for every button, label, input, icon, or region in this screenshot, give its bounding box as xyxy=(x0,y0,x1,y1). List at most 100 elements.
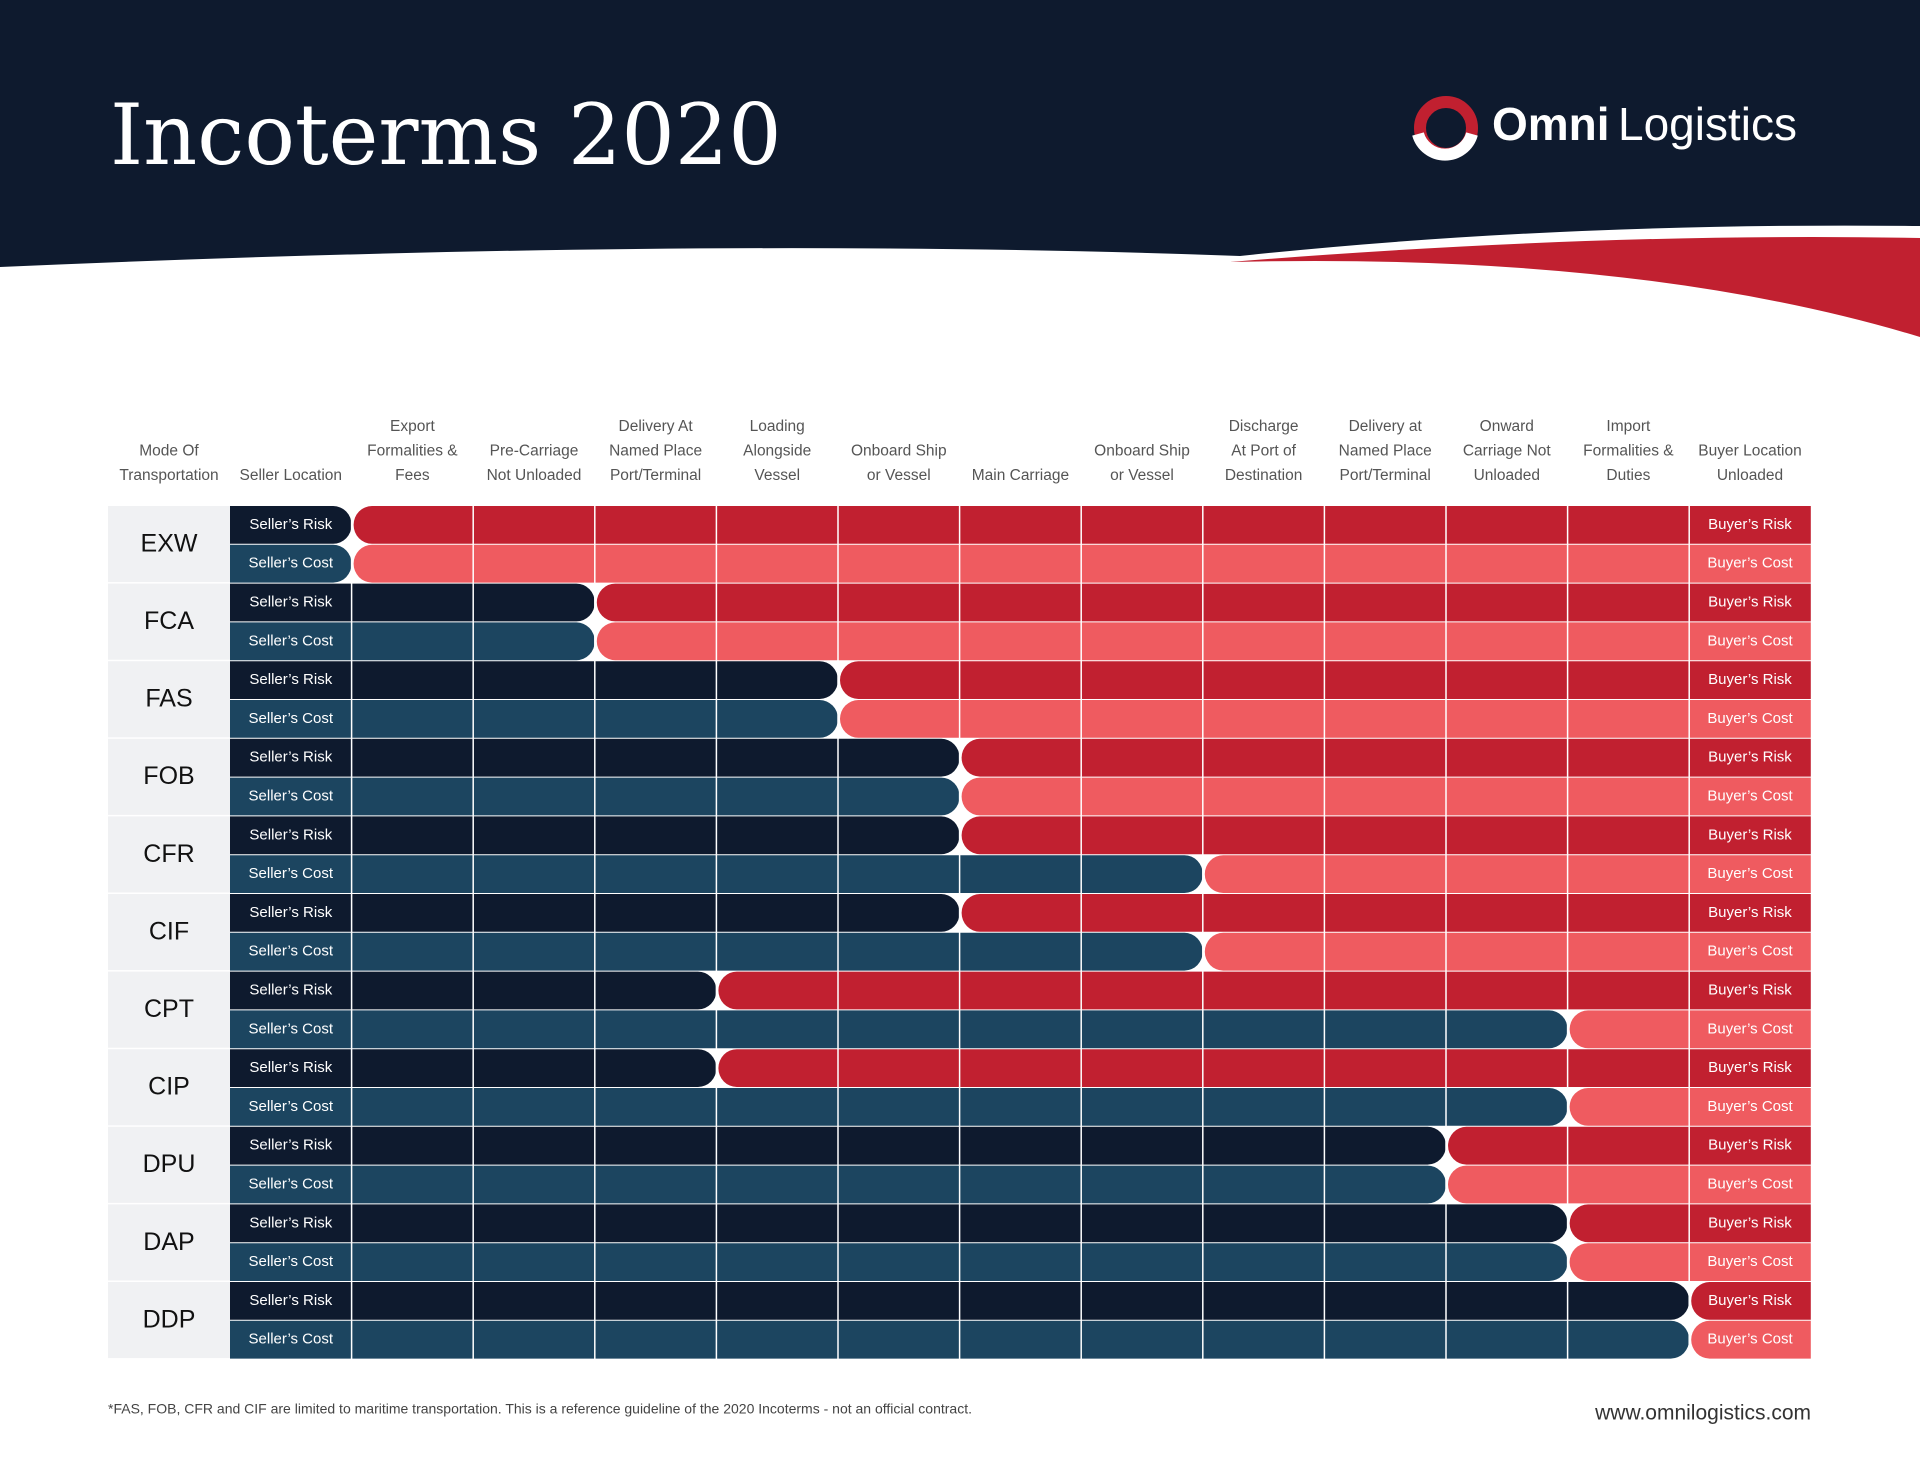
buyer-bar xyxy=(961,816,1811,855)
buyer-bar xyxy=(961,777,1811,816)
column-header: Named Place xyxy=(609,443,702,460)
seller-bar xyxy=(230,544,352,583)
column-header: Alongside xyxy=(743,443,811,460)
seller-label: Seller’s Risk xyxy=(249,593,332,610)
buyer-label: Buyer’s Risk xyxy=(1708,904,1792,921)
term: CIP xyxy=(148,1073,190,1101)
buyer-bar xyxy=(353,544,1811,583)
buyer-bar xyxy=(1569,1088,1811,1126)
buyer-bar xyxy=(353,506,1811,544)
table: Mode Of Transportation Seller Location Expo… xyxy=(108,418,1811,1360)
column-header: Not Unloaded xyxy=(487,467,582,484)
column-header: Port/Terminal xyxy=(1340,467,1431,484)
term-cell xyxy=(108,661,230,738)
term: CFR xyxy=(143,840,194,868)
column-header: Formalities & xyxy=(1583,443,1674,460)
buyer-bar xyxy=(1448,1165,1811,1204)
red-swoosh xyxy=(1230,237,1920,337)
term-cell xyxy=(108,506,230,583)
buyer-label: Buyer’s Risk xyxy=(1708,981,1792,998)
term-cell xyxy=(108,738,230,815)
buyer-label: Buyer’s Cost xyxy=(1707,943,1793,960)
column-header: Export xyxy=(390,418,435,435)
seller-label: Seller’s Cost xyxy=(249,632,334,649)
buyer-label: Buyer’s Risk xyxy=(1708,593,1792,610)
term-cell xyxy=(108,971,230,1048)
header-band xyxy=(0,0,1920,267)
seller-bar xyxy=(230,1204,1568,1243)
seller-label: Seller’s Cost xyxy=(249,1253,334,1270)
column-header: Vessel xyxy=(754,467,800,484)
buyer-label: Buyer’s Risk xyxy=(1708,1292,1792,1309)
seller-label: Seller’s Cost xyxy=(249,1098,334,1115)
seller-label: Seller’s Risk xyxy=(249,826,332,843)
term-cell xyxy=(108,1126,230,1203)
logo-bold: Omni xyxy=(1492,98,1610,150)
seller-bar xyxy=(230,1010,1568,1049)
buyer-bar xyxy=(961,894,1811,932)
buyer-bar xyxy=(1691,1320,1811,1359)
seller-label: Seller’s Cost xyxy=(249,787,334,804)
column-header: Duties xyxy=(1606,467,1650,484)
buyer-label: Buyer’s Risk xyxy=(1708,1059,1792,1076)
seller-label: Seller’s Risk xyxy=(249,516,332,533)
seller-label: Seller’s Risk xyxy=(249,1214,332,1231)
term: FCA xyxy=(144,607,194,635)
buyer-label: Buyer’s Risk xyxy=(1708,749,1792,766)
buyer-bar xyxy=(718,971,1811,1010)
column-header: Onboard Ship xyxy=(851,443,947,460)
column-header: Destination xyxy=(1225,467,1303,484)
seller-label: Seller’s Cost xyxy=(249,865,334,882)
buyer-bar xyxy=(1204,855,1811,893)
seller-label: Seller’s Cost xyxy=(249,710,334,727)
buyer-bar xyxy=(596,583,1811,622)
footer-note: *FAS, FOB, CFR and CIF are limited to ma… xyxy=(108,1401,972,1417)
column-header: Carriage Not xyxy=(1463,443,1552,460)
seller-bar xyxy=(230,1243,1568,1281)
column-header: Named Place xyxy=(1339,443,1432,460)
buyer-label: Buyer’s Risk xyxy=(1708,671,1792,688)
seller-bar xyxy=(230,700,838,738)
buyer-label: Buyer’s Cost xyxy=(1707,1098,1793,1115)
column-header: Delivery At xyxy=(619,418,694,435)
buyer-bar xyxy=(1448,1126,1811,1165)
seller-bar xyxy=(230,661,838,699)
seller-bar xyxy=(230,622,595,661)
logo: Omni Logistics xyxy=(1412,96,1797,161)
seller-label: Seller’s Cost xyxy=(249,1020,334,1037)
column-header: Import xyxy=(1606,418,1651,435)
logo-light: Logistics xyxy=(1618,98,1797,150)
term-cell xyxy=(108,1282,230,1359)
seller-label: Seller’s Risk xyxy=(249,671,332,688)
buyer-label: Buyer’s Cost xyxy=(1707,632,1793,649)
seller-label: Seller’s Cost xyxy=(249,1175,334,1192)
buyer-bar xyxy=(1569,1204,1811,1243)
term: CPT xyxy=(144,995,194,1023)
seller-label: Seller’s Risk xyxy=(249,1137,332,1154)
term: DDP xyxy=(143,1305,196,1333)
buyer-label: Buyer’s Risk xyxy=(1708,1214,1792,1231)
buyer-label: Buyer’s Cost xyxy=(1707,787,1793,804)
column-header: Main Carriage xyxy=(972,467,1069,484)
buyer-label: Buyer’s Cost xyxy=(1707,1175,1793,1192)
column-header: Fees xyxy=(395,467,430,484)
seller-label: Seller’s Risk xyxy=(249,1059,332,1076)
term-cell xyxy=(108,816,230,893)
term-cell xyxy=(108,894,230,971)
term: CIF xyxy=(149,917,189,945)
column-header: Discharge xyxy=(1229,418,1299,435)
term: DPU xyxy=(143,1150,196,1178)
column-header: Port/Terminal xyxy=(610,467,701,484)
column-header: or Vessel xyxy=(867,467,931,484)
buyer-label: Buyer’s Cost xyxy=(1707,1020,1793,1037)
buyer-label: Buyer’s Risk xyxy=(1708,516,1792,533)
buyer-bar xyxy=(718,1049,1811,1087)
buyer-bar xyxy=(1204,932,1811,971)
buyer-label: Buyer’s Cost xyxy=(1707,865,1793,882)
column-header: Loading xyxy=(750,418,805,435)
logo-arc xyxy=(1412,132,1478,161)
seller-label: Seller’s Risk xyxy=(249,904,332,921)
seller-label: Seller’s Cost xyxy=(249,943,334,960)
buyer-bar xyxy=(961,738,1811,777)
